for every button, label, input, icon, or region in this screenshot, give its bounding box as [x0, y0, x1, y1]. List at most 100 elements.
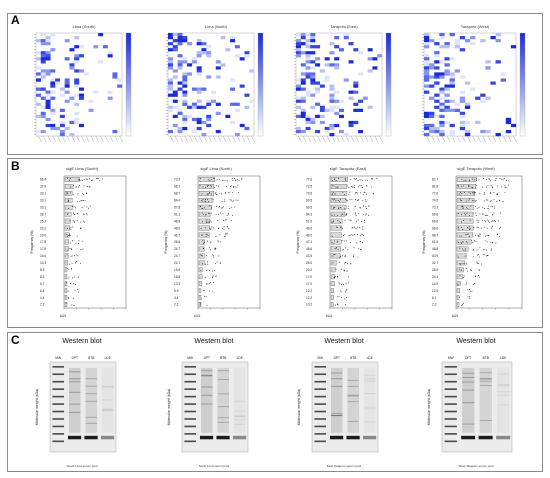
frequency-label: 51.1 — [174, 212, 180, 216]
data-point — [475, 191, 476, 193]
data-point — [211, 193, 212, 195]
data-point — [80, 221, 82, 223]
col-tick — [86, 135, 90, 143]
box-mark — [198, 191, 215, 196]
lane-band — [200, 386, 213, 388]
heatmap-cell — [112, 129, 118, 134]
heatmap-cell — [196, 99, 202, 103]
data-point — [348, 194, 350, 196]
heatmap-cell — [439, 129, 445, 134]
heatmap-cell — [220, 36, 226, 40]
heatmap-cell — [329, 63, 335, 67]
frequency-label: 68.7 — [432, 233, 438, 237]
data-point — [362, 233, 364, 235]
data-point — [333, 185, 335, 187]
data-point — [359, 192, 361, 194]
heatmap-cell — [107, 51, 113, 55]
heatmap-cell — [234, 132, 240, 137]
data-point — [339, 256, 341, 258]
data-point — [88, 207, 89, 209]
data-point — [485, 249, 487, 251]
data-point — [202, 290, 204, 292]
data-point — [354, 178, 356, 180]
frequency-label: 64.4 — [174, 199, 180, 203]
data-point — [224, 199, 226, 201]
data-point — [480, 227, 482, 229]
data-point — [491, 226, 493, 228]
data-point — [80, 200, 82, 201]
box-mark — [330, 184, 348, 189]
box-mark — [456, 218, 474, 224]
heatmap-grid — [294, 32, 392, 143]
heatmap-cell — [439, 123, 445, 128]
heatmap-cell — [444, 99, 450, 103]
data-point — [345, 262, 347, 264]
col-tick — [62, 135, 66, 143]
data-point — [332, 221, 334, 223]
data-point — [70, 249, 72, 251]
heatmap-cell — [429, 39, 435, 43]
data-point — [206, 219, 208, 221]
col-tick — [508, 135, 512, 143]
data-point — [67, 212, 69, 214]
major-band — [461, 435, 476, 440]
western-blot-tarapoto-east: Western blot MW DPT BTB LDE Molecular weight… — [290, 338, 398, 468]
heatmap-cell — [177, 33, 183, 37]
heatmap-title: Tarapoto (East) — [330, 24, 358, 29]
data-point — [492, 186, 494, 188]
frequency-label: 2.3 — [432, 303, 437, 307]
data-point — [201, 200, 202, 202]
heatmap-cell — [305, 66, 311, 70]
frequency-label: 2.2 — [174, 303, 179, 307]
heatmap-cell — [305, 39, 311, 43]
heatmap-cell — [117, 78, 123, 82]
data-point — [101, 178, 103, 180]
box-mark — [456, 177, 477, 182]
heatmap-cell — [429, 66, 435, 70]
heatmap-cell — [334, 105, 340, 109]
heatmap-cell — [300, 36, 306, 40]
data-point — [82, 200, 84, 202]
heatmap-cell — [424, 84, 430, 88]
heatmap-cell — [45, 39, 51, 43]
data-point — [342, 213, 344, 215]
data-point — [228, 228, 230, 230]
data-point — [72, 297, 74, 299]
data-point — [202, 234, 204, 236]
data-point — [211, 179, 213, 181]
data-point — [349, 198, 351, 200]
data-point — [482, 214, 484, 216]
data-point — [203, 214, 205, 216]
data-point — [371, 178, 373, 180]
data-point — [493, 199, 495, 201]
data-point — [492, 206, 493, 208]
col-tick — [436, 135, 440, 143]
data-point — [479, 213, 481, 215]
data-point — [202, 186, 204, 188]
marker-band — [314, 388, 327, 390]
frequency-label: 66.4 — [40, 178, 46, 182]
heatmap-cell — [45, 102, 51, 106]
lane-band — [347, 379, 360, 381]
data-point — [366, 208, 367, 210]
heatmap-cell — [79, 123, 84, 128]
data-point — [469, 226, 471, 228]
heatmap-tarapoto-west: Tarapoto (West) — [418, 24, 532, 149]
data-point — [488, 235, 489, 236]
heatmap-cell — [459, 120, 466, 125]
data-point — [83, 220, 84, 222]
lane-band — [68, 381, 81, 383]
data-point — [465, 179, 467, 181]
col-tick — [482, 135, 486, 143]
box-mark — [456, 253, 467, 259]
heatmap-cell — [112, 72, 118, 76]
heatmap-cell — [230, 120, 236, 125]
data-point — [484, 208, 485, 210]
data-point — [66, 193, 68, 195]
plot-frame — [197, 175, 261, 309]
data-point — [473, 191, 475, 193]
data-point — [478, 270, 480, 272]
plot-frame — [329, 175, 393, 309]
data-point — [345, 179, 346, 181]
